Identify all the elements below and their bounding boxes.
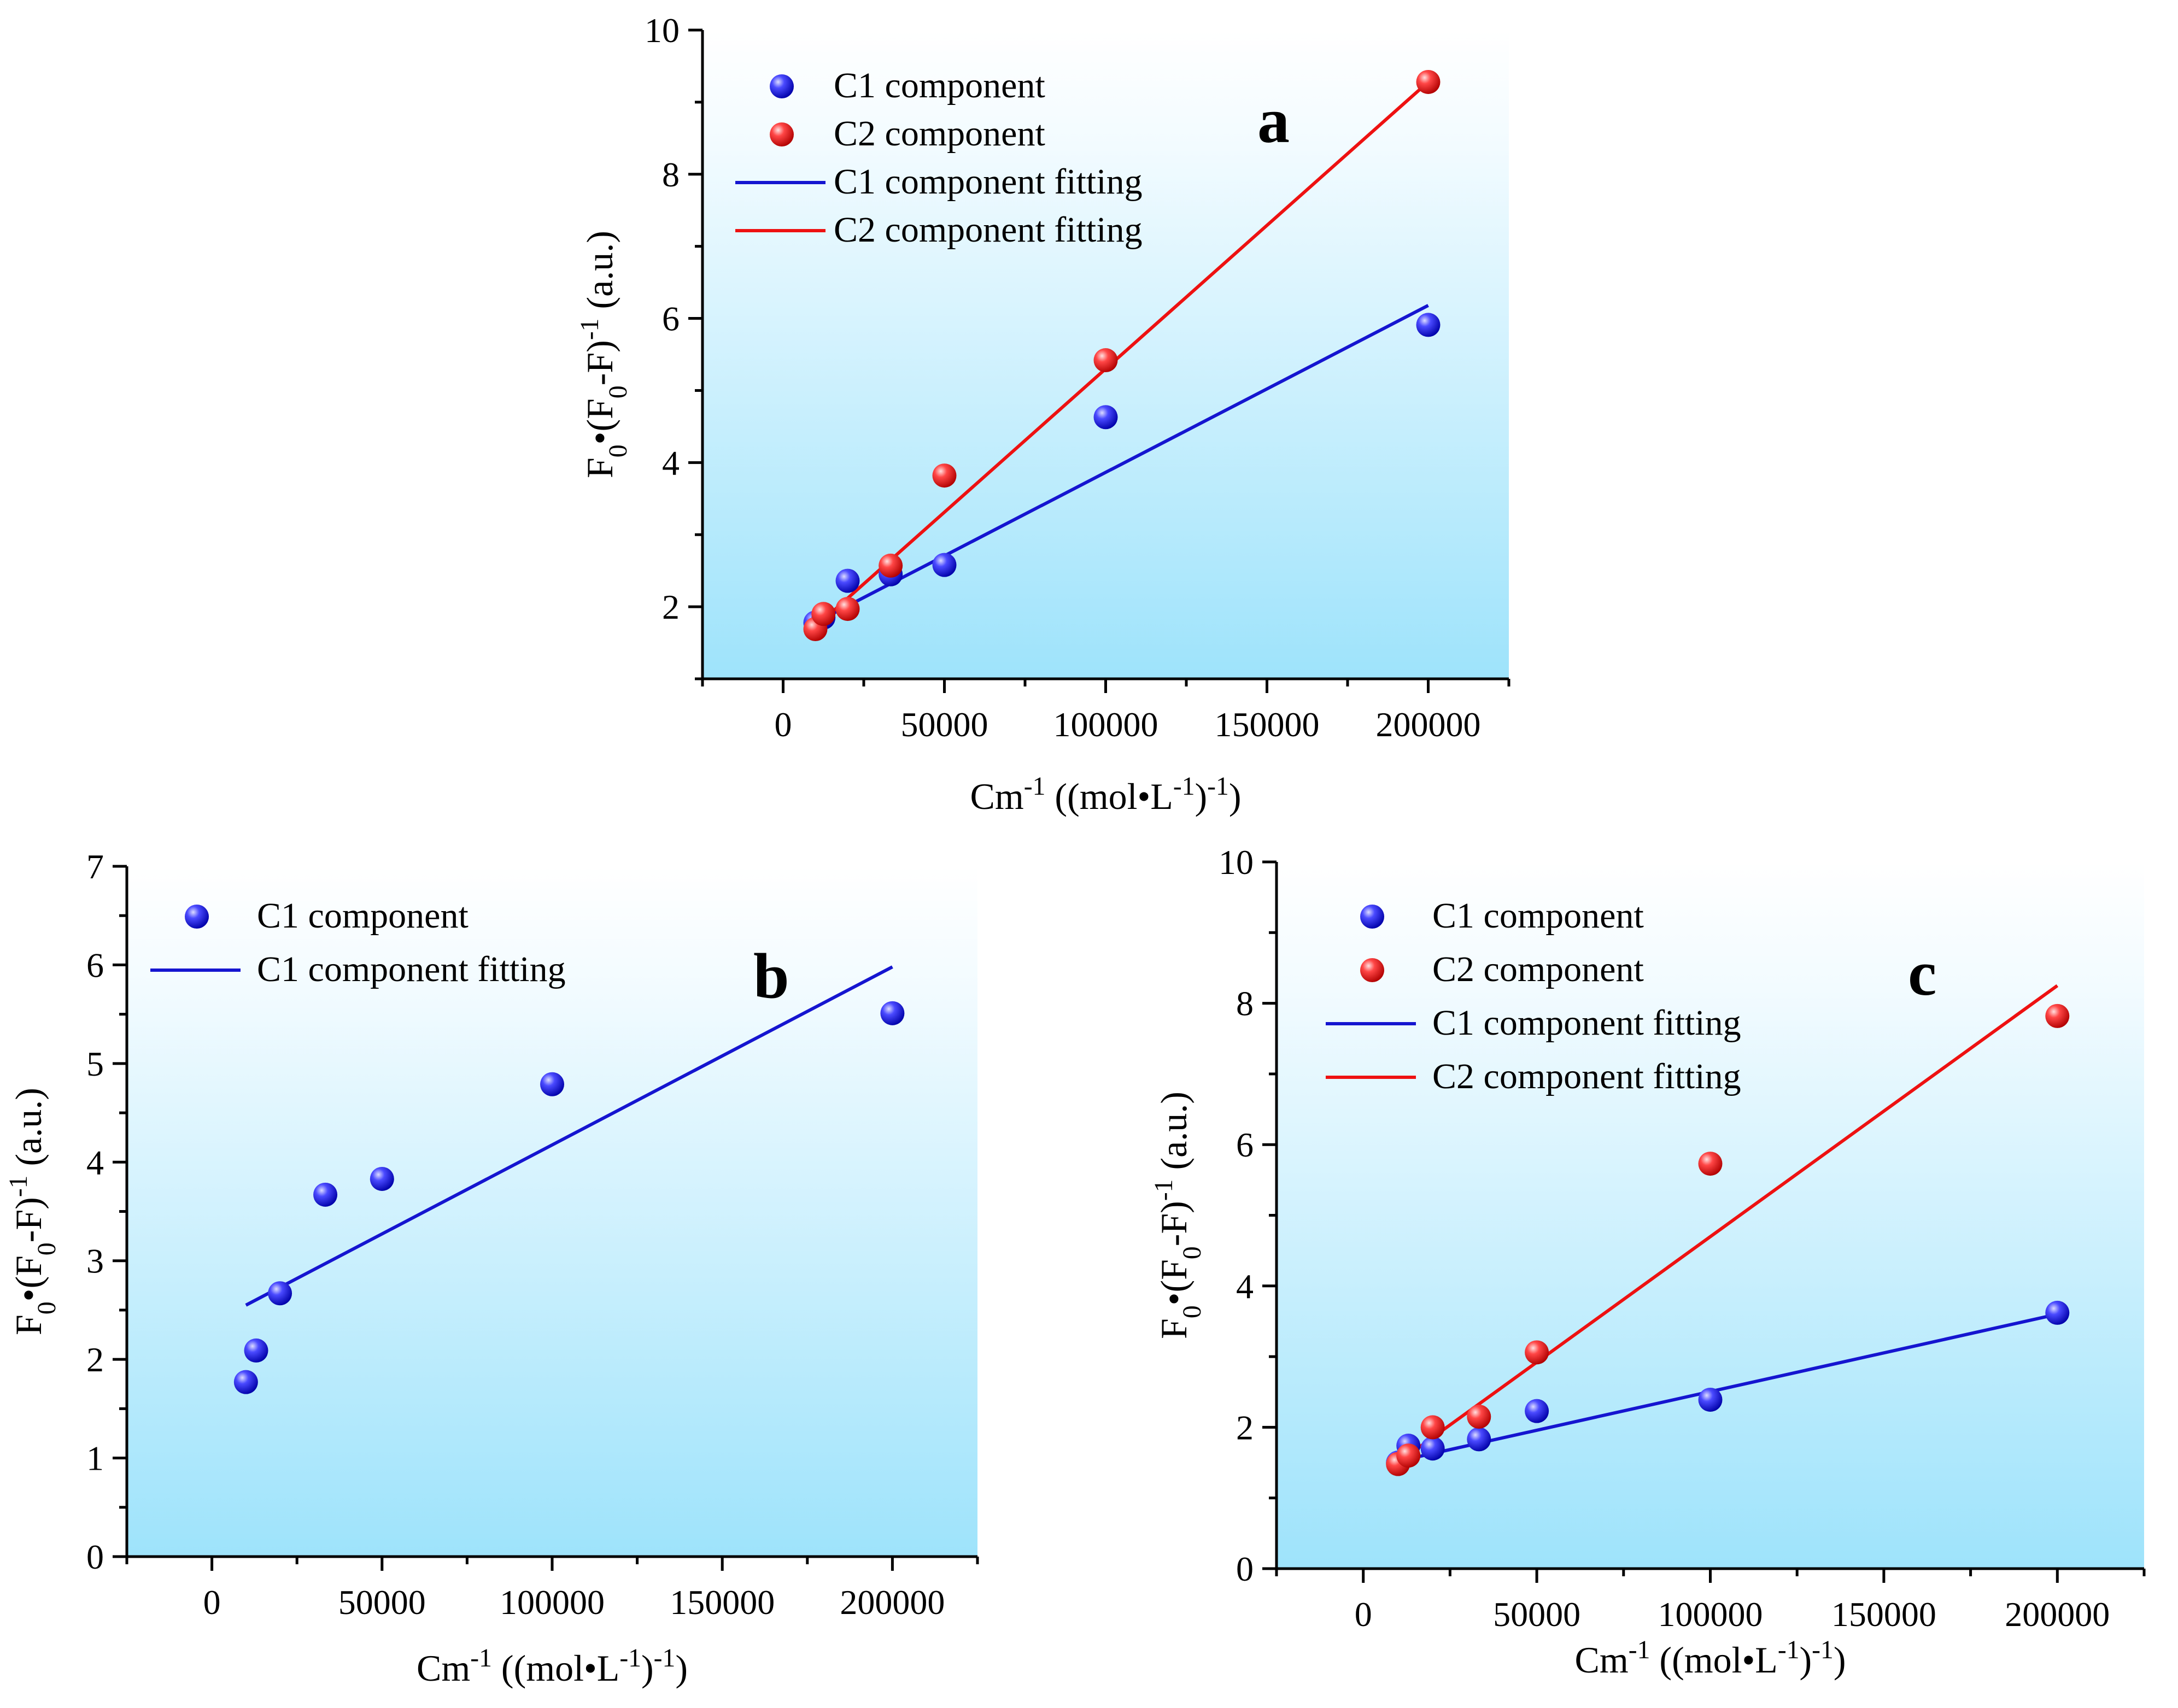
y-tick-label: 6 (86, 946, 104, 984)
y-axis-title: F0•(F0-F)-1 (a.u.) (4, 1088, 61, 1335)
legend-label: C1 component fitting (834, 162, 1143, 202)
y-tick-label: 10 (1219, 843, 1254, 882)
chart-panel-b: 0 50000 100000 150000 200000 0 1 2 3 4 5 6 7 C1 compo… (4, 847, 979, 1689)
legend-label: C2 component fitting (1432, 1057, 1741, 1096)
x-tick-label: 100000 (1658, 1595, 1763, 1634)
x-tick-label: 50000 (338, 1583, 426, 1622)
data-point-c1 (932, 553, 957, 577)
y-tick-label: 0 (1236, 1549, 1254, 1588)
y-tick-label: 4 (1236, 1267, 1254, 1306)
x-axis-title: Cm-1 ((mol•L-1)-1) (970, 772, 1242, 817)
fit-line-c1 (245, 965, 893, 1307)
y-tick-label: 1 (86, 1439, 104, 1478)
data-point-c2 (1093, 348, 1118, 373)
x-tick-label: 50000 (1493, 1595, 1580, 1634)
y-axis-title: F0•(F0-F)-1 (a.u.) (1150, 1091, 1207, 1339)
x-tick-label: 150000 (1215, 705, 1320, 744)
y-tick-label: 4 (86, 1143, 104, 1182)
y-tick-label: 8 (1236, 984, 1254, 1023)
plot-background (127, 866, 977, 1557)
x-tick-label: 0 (1355, 1595, 1372, 1634)
y-tick-label: 3 (86, 1242, 104, 1281)
legend-marker (770, 74, 794, 98)
chart-panel-a: 0 50000 100000 150000 200000 2 4 6 8 10 C1 compone… (576, 11, 1510, 817)
x-axis-title: Cm-1 ((mol•L-1)-1) (1575, 1636, 1846, 1681)
legend-marker (1360, 958, 1384, 982)
y-tick-label: 4 (662, 443, 680, 482)
panel-label: c (1908, 937, 1936, 1009)
data-point-c1 (1093, 405, 1118, 430)
legend-label: C2 component (1432, 949, 1644, 989)
panel-label: b (753, 940, 789, 1012)
data-point-c1 (1525, 1399, 1549, 1423)
panel-label: a (1257, 85, 1290, 156)
x-tick-label: 150000 (1831, 1595, 1936, 1634)
data-point-c1 (244, 1338, 268, 1363)
data-point-c1 (370, 1166, 394, 1191)
legend-label: C1 component (257, 896, 469, 936)
data-point-c1 (2045, 1300, 2070, 1325)
data-point-c2 (932, 463, 957, 488)
y-tick-label: 5 (86, 1044, 104, 1083)
data-point-c1 (540, 1072, 564, 1096)
x-tick-label: 0 (203, 1583, 221, 1622)
data-point-c1 (1420, 1436, 1445, 1461)
legend-label: C1 component (834, 66, 1045, 105)
data-point-c1 (268, 1281, 292, 1306)
data-point-c2 (1698, 1152, 1723, 1176)
x-tick-label: 200000 (840, 1583, 945, 1622)
data-point-c2 (1396, 1443, 1421, 1468)
legend-marker (185, 905, 209, 929)
y-tick-label: 2 (1236, 1408, 1254, 1447)
y-tick-label: 8 (662, 155, 680, 194)
data-point-c1 (313, 1182, 338, 1207)
data-point-c1 (835, 568, 860, 593)
data-point-c2 (1420, 1415, 1445, 1440)
legend: C1 component C1 component fitting (150, 896, 566, 989)
data-point-c1 (1467, 1427, 1491, 1452)
data-point-c1 (1698, 1387, 1723, 1412)
y-tick-label: 7 (86, 847, 104, 886)
x-tick-label: 100000 (500, 1583, 605, 1622)
data-point-c2 (2045, 1003, 2070, 1028)
y-tick-label: 10 (645, 11, 680, 50)
x-tick-label: 200000 (1376, 705, 1481, 744)
x-axis-title: Cm-1 ((mol•L-1)-1) (417, 1644, 688, 1689)
y-tick-label: 2 (662, 588, 680, 626)
y-tick-label: 6 (662, 300, 680, 338)
legend-label: C1 component fitting (1432, 1003, 1741, 1043)
x-tick-label: 100000 (1053, 705, 1158, 744)
fit-line-c2 (814, 80, 1430, 629)
data-point-c1 (233, 1370, 258, 1394)
legend: C1 component C2 component C1 component fit… (735, 66, 1143, 250)
x-tick-label: 50000 (901, 705, 988, 744)
legend-marker (1360, 905, 1384, 929)
y-tick-label: 0 (86, 1537, 104, 1576)
data-point-c2 (1467, 1405, 1491, 1429)
y-axis-title: F0•(F0-F)-1 (a.u.) (576, 231, 633, 478)
fit-line-c1 (1397, 1312, 2058, 1463)
fit-line-c2 (1397, 984, 2059, 1464)
legend-label: C2 component fitting (834, 210, 1143, 250)
legend-label: C1 component (1432, 896, 1644, 936)
x-tick-label: 150000 (670, 1583, 775, 1622)
data-point-c2 (879, 553, 903, 578)
data-point-c2 (1416, 69, 1441, 94)
legend-label: C1 component fitting (257, 949, 566, 989)
legend: C1 component C2 component C1 component fit… (1326, 896, 1741, 1096)
chart-panel-c: 0 50000 100000 150000 200000 0 2 4 6 8 10 C1 compon… (1150, 843, 2146, 1681)
x-tick-label: 0 (775, 705, 792, 744)
legend-marker (770, 122, 794, 146)
y-tick-label: 6 (1236, 1125, 1254, 1164)
data-point-c1 (1416, 313, 1441, 337)
x-tick-label: 200000 (2005, 1595, 2110, 1634)
data-point-c1 (880, 1001, 905, 1025)
y-tick-label: 2 (86, 1340, 104, 1379)
data-point-c2 (1525, 1340, 1549, 1365)
fit-line-c1 (815, 304, 1429, 624)
data-point-c2 (811, 602, 836, 626)
data-point-c2 (835, 597, 860, 621)
legend-label: C2 component (834, 114, 1045, 154)
